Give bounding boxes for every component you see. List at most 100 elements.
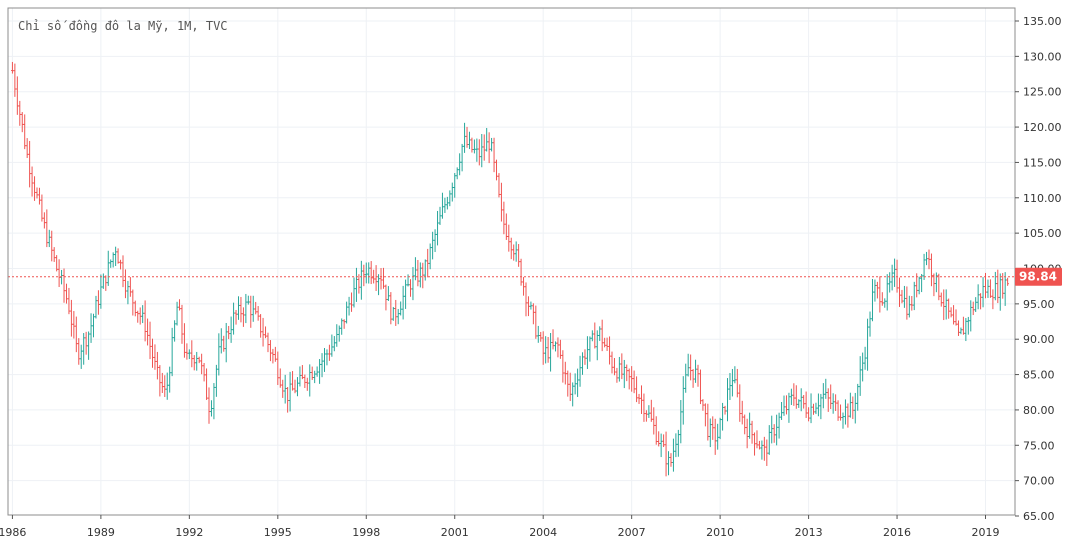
x-tick-label: 2010 — [706, 526, 734, 539]
ohlc-bar — [242, 307, 245, 327]
ohlc-bar — [640, 385, 643, 414]
ohlc-bar — [313, 370, 316, 384]
ohlc-bar — [35, 187, 39, 199]
ohlc-bar — [396, 309, 400, 325]
ohlc-bar — [713, 418, 717, 455]
ohlc-bar — [564, 361, 567, 385]
ohlc-bar — [836, 400, 840, 421]
ohlc-bar — [188, 349, 191, 360]
ohlc-bar — [654, 416, 658, 445]
ohlc-bar — [106, 250, 110, 286]
ohlc-bar — [898, 277, 901, 307]
ohlc-bar — [986, 279, 990, 298]
ohlc-bar — [136, 310, 140, 323]
ohlc-bar — [269, 340, 272, 362]
ohlc-bar — [536, 325, 540, 343]
ohlc-bar — [969, 300, 973, 332]
ohlc-bar — [989, 279, 992, 298]
ohlc-bar — [699, 369, 702, 405]
ohlc-bar — [957, 320, 960, 336]
ohlc-bar — [448, 190, 452, 207]
ohlc-bar — [173, 320, 176, 342]
ohlc-bar — [480, 134, 484, 168]
ohlc-bar — [143, 300, 147, 342]
ohlc-bar — [822, 383, 825, 409]
ohlc-bar — [900, 289, 904, 304]
ohlc-bar — [856, 383, 860, 411]
ohlc-bar — [43, 212, 46, 229]
ohlc-bar — [561, 350, 565, 383]
ohlc-bar — [507, 224, 511, 252]
ohlc-bar — [224, 322, 228, 363]
ohlc-bar — [514, 241, 518, 262]
ohlc-bar — [753, 432, 756, 456]
ohlc-bar — [630, 366, 633, 392]
ohlc-bar — [826, 388, 830, 412]
ohlc-bar — [377, 274, 380, 296]
ohlc-bar — [927, 249, 931, 270]
ohlc-bar — [352, 277, 356, 308]
ohlc-bar — [337, 325, 341, 342]
ohlc-bar — [618, 356, 621, 382]
ohlc-bar — [694, 359, 697, 383]
ohlc-bar — [197, 356, 201, 364]
ohlc-bar — [711, 416, 715, 440]
ohlc-bar — [308, 364, 312, 397]
ohlc-bar — [829, 384, 833, 410]
ohlc-bar — [674, 433, 678, 458]
ohlc-bar — [600, 319, 604, 352]
ohlc-bar — [227, 325, 230, 340]
ohlc-bar — [554, 341, 557, 352]
ohlc-bar — [485, 127, 488, 152]
ohlc-bar — [30, 166, 34, 197]
ohlc-bar — [369, 261, 373, 285]
ohlc-bar — [556, 337, 560, 358]
ohlc-bar — [785, 395, 788, 415]
ohlc-bar — [109, 259, 113, 268]
ohlc-bar — [903, 285, 906, 308]
ohlc-bar — [1001, 273, 1005, 299]
ohlc-bar — [387, 286, 390, 301]
ohlc-bar — [382, 267, 385, 289]
ohlc-bar — [908, 295, 911, 318]
ohlc-bar — [677, 429, 680, 457]
ohlc-bar — [819, 393, 823, 420]
y-tick-label: 105.00 — [1023, 227, 1062, 240]
ohlc-bar — [873, 279, 877, 302]
ohlc-bar — [502, 201, 506, 235]
ohlc-bar — [168, 366, 171, 393]
ohlc-bar — [237, 296, 240, 320]
ohlc-bar — [890, 264, 894, 291]
ohlc-bar — [470, 137, 474, 153]
ohlc-bar — [342, 319, 346, 329]
ohlc-bar — [239, 296, 243, 323]
ohlc-bar — [881, 292, 884, 306]
ohlc-bar — [627, 368, 631, 390]
ohlc-bar — [399, 301, 402, 316]
ohlc-bar — [871, 278, 874, 322]
ohlc-bar — [1006, 277, 1009, 286]
ohlc-bar — [573, 373, 577, 395]
ohlc-bar — [364, 262, 368, 284]
ohlc-bar — [568, 372, 572, 402]
y-tick-label: 120.00 — [1023, 121, 1062, 134]
ohlc-bar — [669, 453, 673, 467]
ohlc-bar — [94, 295, 98, 319]
ohlc-bar — [576, 368, 579, 397]
y-tick-label: 80.00 — [1023, 404, 1055, 417]
ohlc-bar — [944, 289, 948, 320]
ohlc-bar — [301, 365, 304, 380]
ohlc-bar — [38, 187, 41, 205]
ohlc-bar — [318, 359, 321, 384]
ohlc-bar — [200, 353, 203, 375]
ohlc-bar — [18, 100, 22, 126]
ohlc-bar — [967, 316, 970, 335]
ohlc-bar — [763, 436, 766, 461]
ohlc-bar — [917, 276, 921, 295]
ohlc-bar — [433, 229, 437, 253]
ohlc-bar — [846, 403, 850, 428]
ohlc-bar — [202, 363, 206, 382]
x-tick-label: 1992 — [175, 526, 203, 539]
ohlc-bar — [328, 344, 331, 361]
